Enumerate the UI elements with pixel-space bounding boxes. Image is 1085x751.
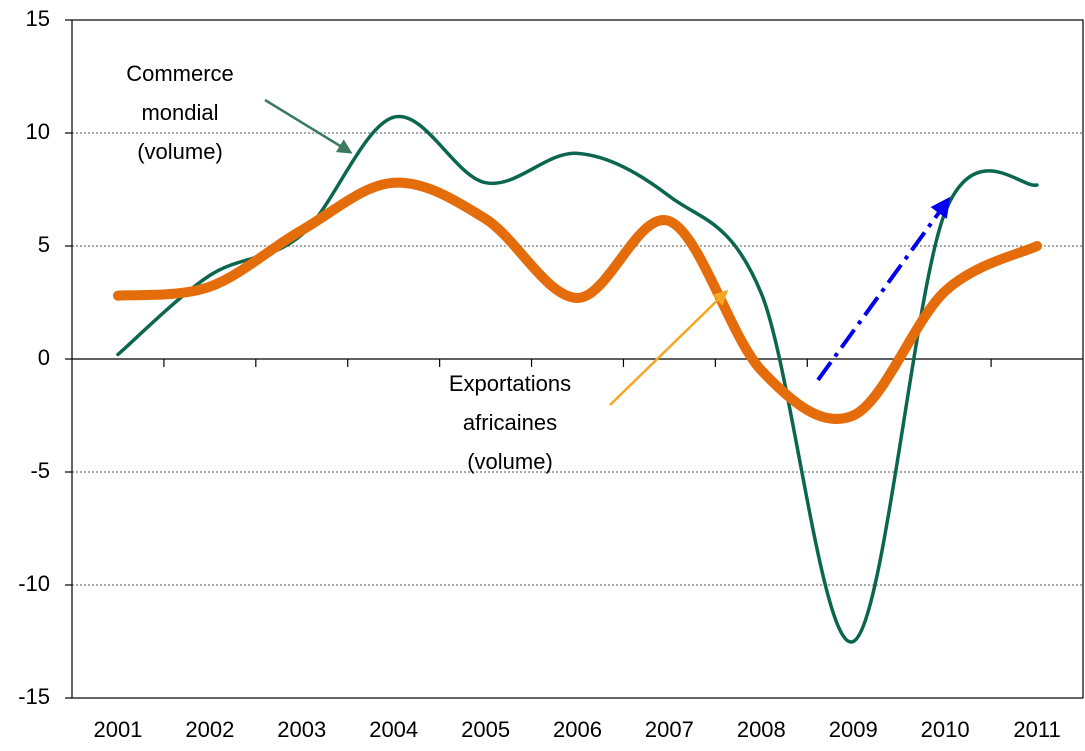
x-tick-label: 2008 bbox=[737, 717, 786, 742]
y-tick-label: -15 bbox=[18, 684, 50, 709]
y-tick-label: -5 bbox=[30, 458, 50, 483]
y-tick-label: 15 bbox=[26, 6, 50, 31]
trend-arrow bbox=[816, 196, 951, 382]
marks bbox=[112, 114, 1043, 644]
series-line bbox=[112, 177, 1043, 424]
annotation: mondial bbox=[141, 100, 218, 125]
x-tick-label: 2003 bbox=[277, 717, 326, 742]
annotation-arrow bbox=[609, 289, 729, 406]
x-tick-label: 2004 bbox=[369, 717, 418, 742]
x-tick-label: 2002 bbox=[185, 717, 234, 742]
x-tick-label: 2006 bbox=[553, 717, 602, 742]
x-tick-label: 2011 bbox=[1013, 717, 1060, 742]
x-tick-label: 2005 bbox=[461, 717, 510, 742]
grid bbox=[72, 132, 1083, 586]
x-tick-label: 2009 bbox=[829, 717, 878, 742]
y-tick-label: 10 bbox=[26, 119, 50, 144]
annotation: (volume) bbox=[467, 449, 553, 474]
y-tick-label: -10 bbox=[18, 571, 50, 596]
x-tick-label: 2007 bbox=[645, 717, 694, 742]
annotation: Exportations bbox=[449, 371, 571, 396]
annotation: Commerce bbox=[126, 61, 234, 86]
y-tick-label: 0 bbox=[38, 345, 50, 370]
x-tick-label: 2010 bbox=[921, 717, 970, 742]
x-tick-label: 2001 bbox=[93, 717, 142, 742]
annotation: africaines bbox=[463, 410, 557, 435]
annotation: (volume) bbox=[137, 139, 223, 164]
series-line bbox=[116, 114, 1039, 644]
annotation-arrow bbox=[264, 98, 353, 154]
y-tick-label: 5 bbox=[38, 232, 50, 257]
